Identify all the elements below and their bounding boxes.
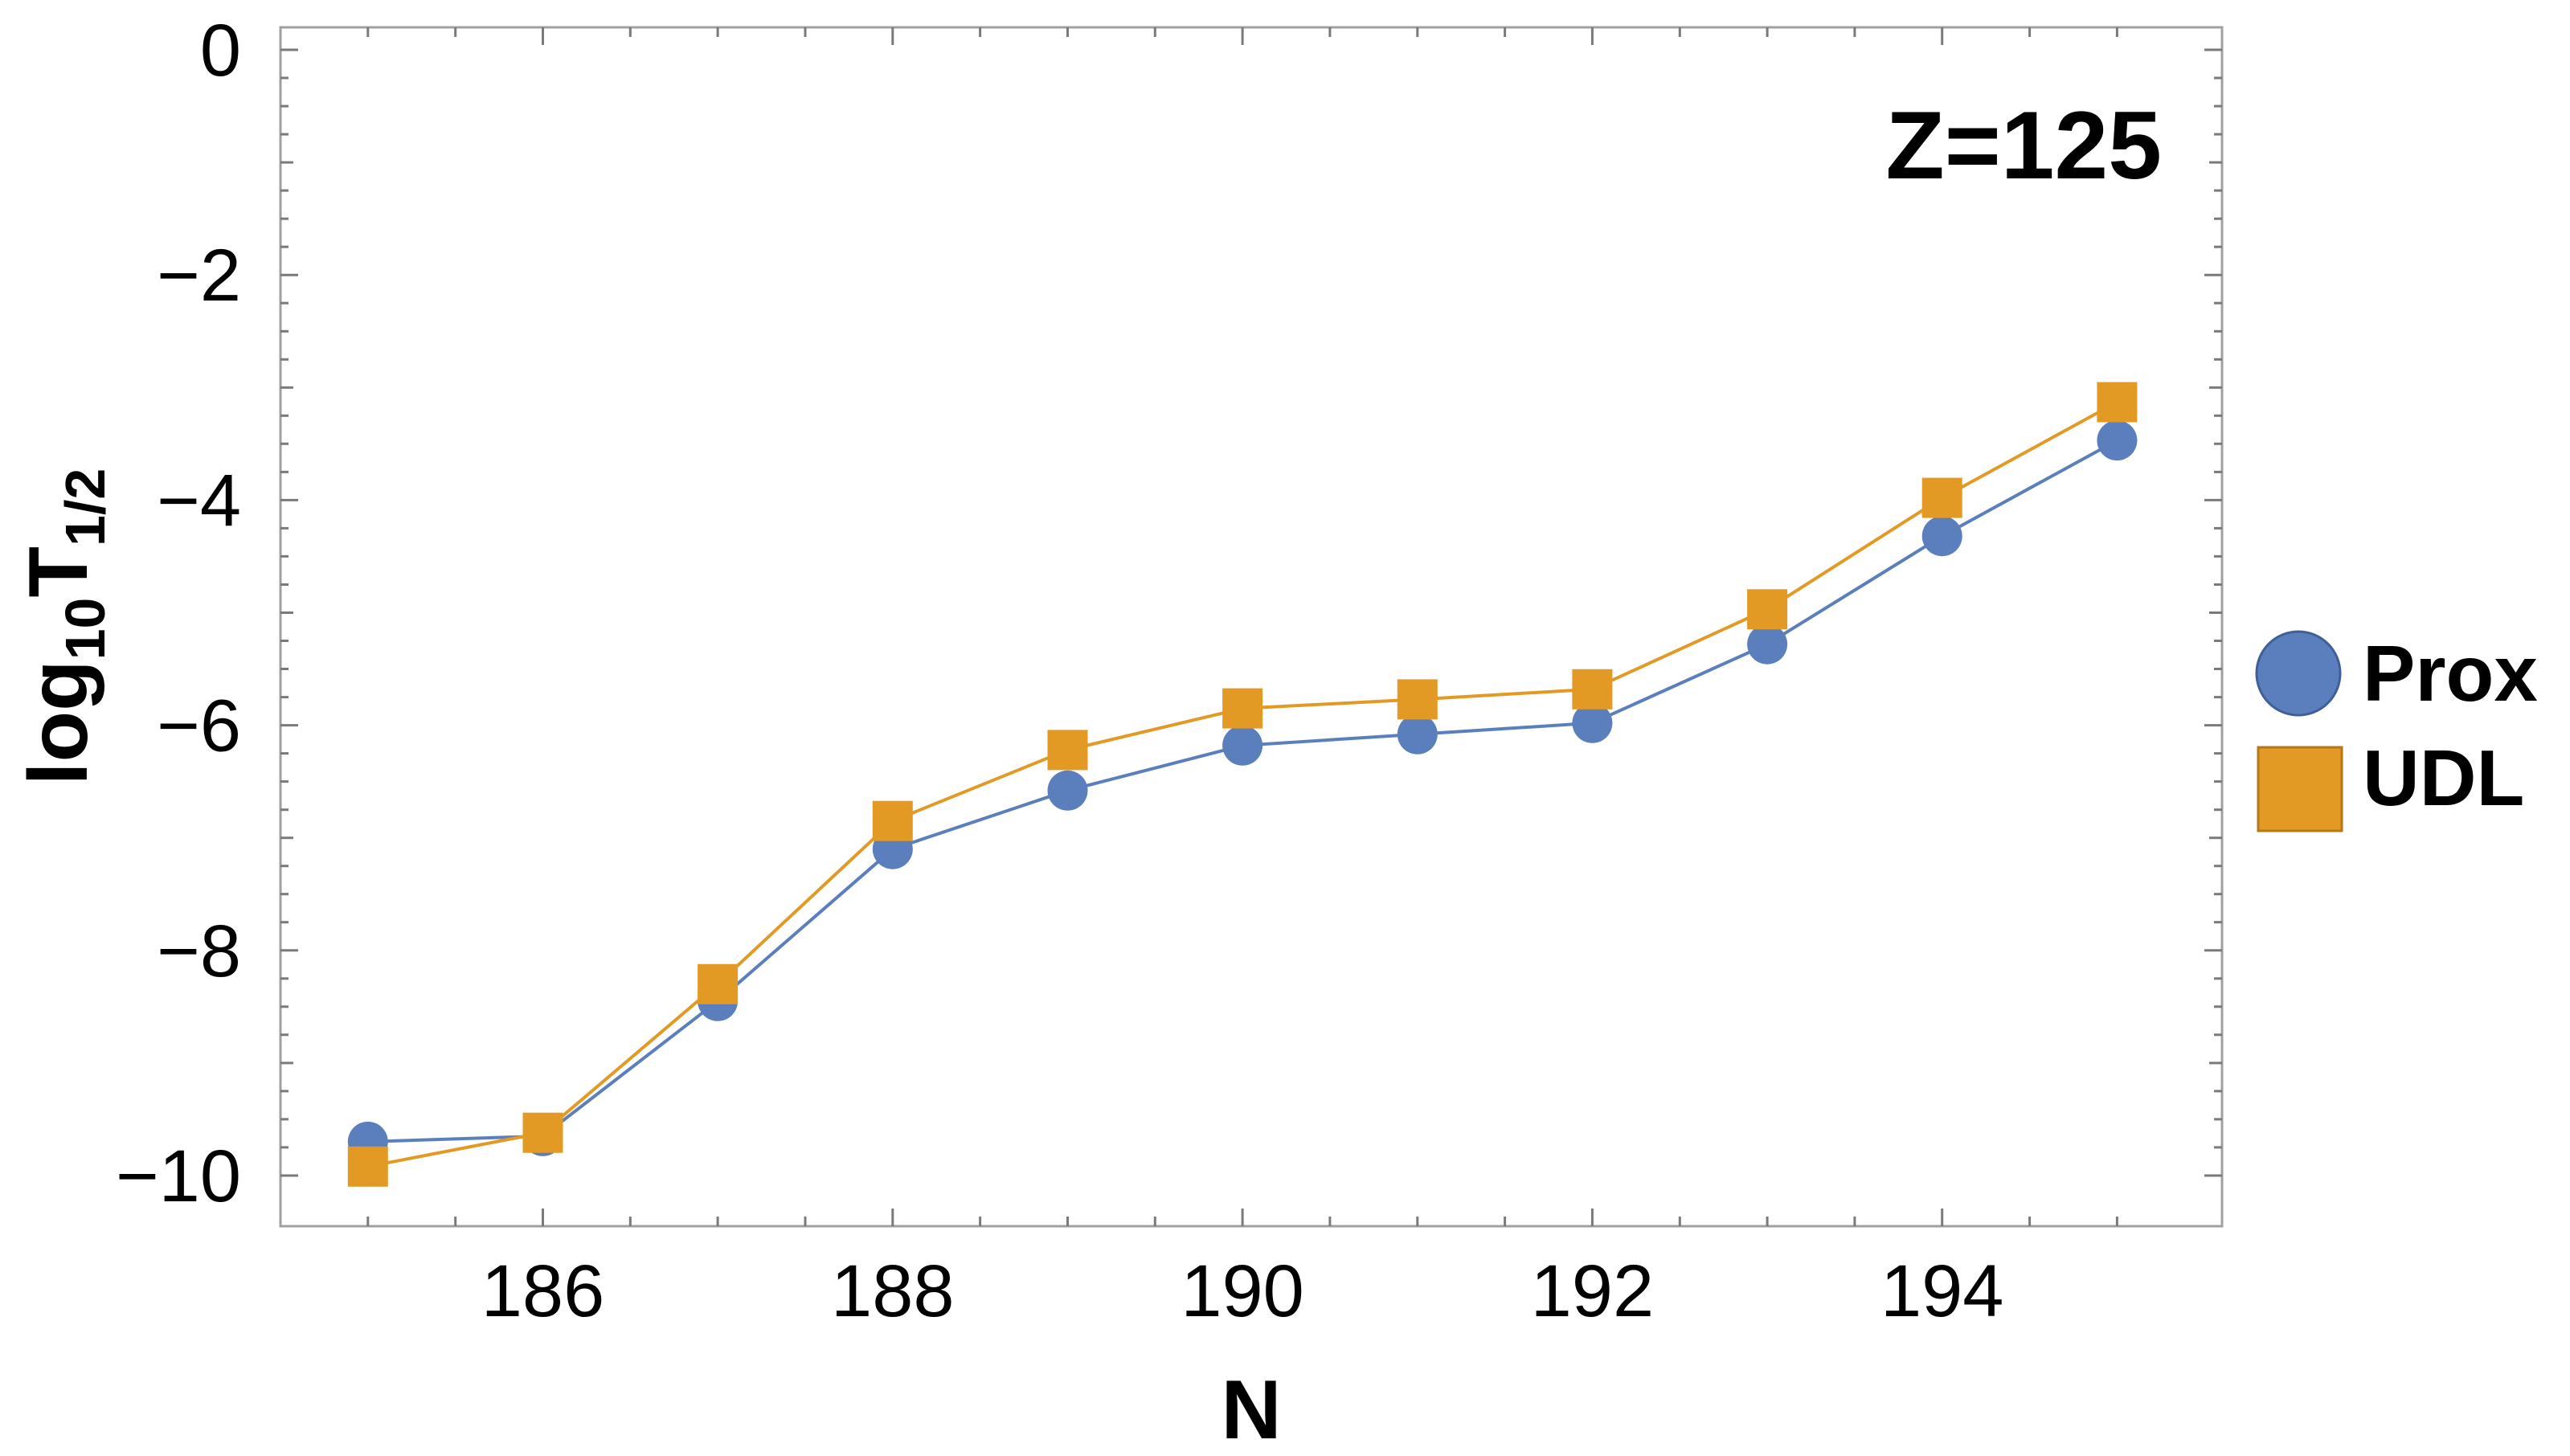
series-line-udl: [367, 400, 2118, 1168]
y-axis-title-log: log: [12, 660, 105, 785]
data-point-udl: [872, 800, 913, 841]
series-prox: [347, 420, 2138, 1162]
y-axis-title: log10T1/2: [12, 468, 117, 786]
y-tick-label: −2: [157, 235, 241, 317]
legend-udl-marker: [2257, 746, 2343, 832]
data-point-udl: [1222, 688, 1263, 729]
data-point-udl: [1747, 589, 1788, 630]
data-point-udl: [1397, 679, 1438, 720]
annotation-label: Z=125: [1885, 92, 2162, 199]
y-tick-label: −4: [157, 460, 241, 542]
data-point-prox: [1222, 725, 1263, 766]
y-tick-label: −8: [157, 910, 241, 992]
y-tick-labels: 0 −2 −4 −6 −8 −10: [116, 10, 241, 1217]
data-point-prox: [1921, 516, 1962, 557]
x-tick-label: 190: [1181, 1250, 1304, 1332]
svg-text:log10T1/2: log10T1/2: [12, 468, 117, 786]
legend-udl-label: UDL: [2363, 734, 2524, 822]
data-point-udl: [1572, 669, 1613, 710]
y-tick-label: −6: [157, 685, 241, 767]
x-tick-label: 192: [1531, 1250, 1655, 1332]
series-line-prox: [367, 439, 2118, 1143]
y-axis-title-log-subscript: 10: [54, 598, 117, 661]
y-axis-title-main: T: [12, 546, 105, 598]
x-tick-labels: 186 188 190 192 194: [481, 1250, 2004, 1332]
series-layer: [347, 382, 2138, 1187]
x-tick-label: 188: [831, 1250, 955, 1332]
x-tick-label: 194: [1880, 1250, 2004, 1332]
data-point-udl: [698, 963, 739, 1004]
legend-prox-label: Prox: [2363, 629, 2538, 718]
data-point-udl: [522, 1112, 563, 1153]
x-axis-title: N: [1221, 1364, 1281, 1456]
data-point-prox: [1747, 624, 1788, 665]
legend-prox-marker: [2255, 630, 2342, 717]
plot-frame: [279, 26, 2224, 1228]
data-point-udl: [2097, 382, 2138, 423]
data-point-udl: [1047, 730, 1088, 771]
series-udl: [347, 382, 2138, 1187]
legend: Prox UDL: [2255, 629, 2538, 832]
y-tick-label: 0: [200, 10, 241, 92]
y-axis-title-main-subscript: 1/2: [54, 468, 117, 546]
axis-ticks: [280, 27, 2222, 1226]
data-point-udl: [347, 1146, 388, 1187]
data-point-prox: [1397, 714, 1438, 755]
legend-item-prox: Prox: [2255, 629, 2538, 718]
data-point-prox: [1047, 770, 1088, 811]
data-point-prox: [1572, 702, 1613, 743]
y-tick-label: −10: [116, 1135, 241, 1217]
legend-item-udl: UDL: [2257, 734, 2524, 832]
data-point-prox: [2097, 420, 2138, 461]
x-tick-label: 186: [481, 1250, 605, 1332]
data-point-udl: [1921, 477, 1962, 518]
